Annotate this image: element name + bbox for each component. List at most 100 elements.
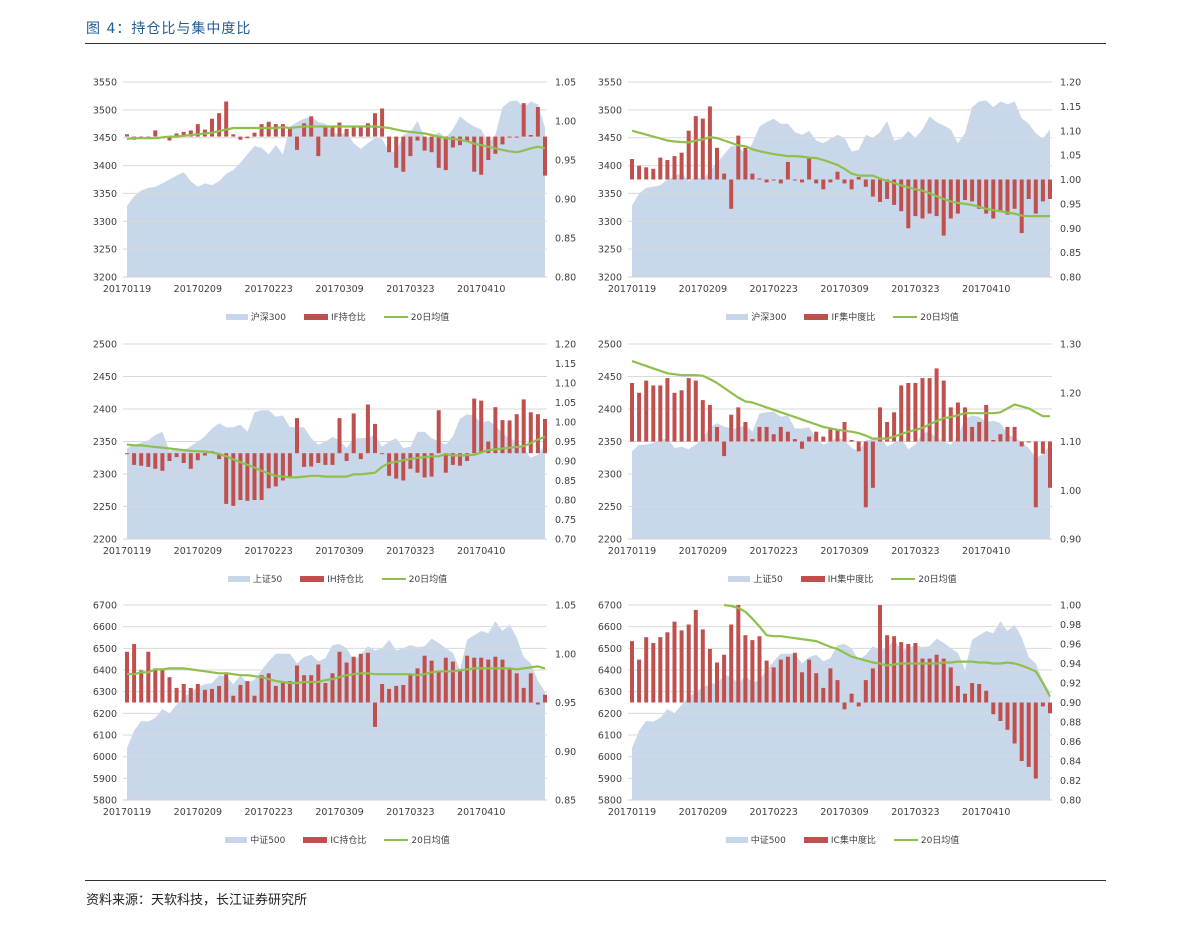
ratio-bar <box>287 128 292 137</box>
ratio-bar <box>217 113 222 137</box>
ratio-bar <box>394 685 399 703</box>
right-y-tick: 1.10 <box>1060 437 1081 448</box>
ratio-bar <box>842 179 847 184</box>
ratio-bar <box>1012 179 1017 209</box>
ratio-bar <box>970 683 975 703</box>
x-tick: 20170309 <box>820 807 868 818</box>
right-y-tick: 0.90 <box>1060 535 1081 546</box>
ratio-bar <box>658 385 663 442</box>
legend-label: 中证500 <box>750 836 786 846</box>
ratio-bar <box>863 680 868 703</box>
index-area-series <box>127 621 545 800</box>
ratio-bar <box>856 702 861 707</box>
ratio-bar <box>472 136 477 172</box>
ma20-line <box>631 360 1050 440</box>
ratio-bar <box>287 453 292 477</box>
left-y-tick: 3550 <box>598 78 622 89</box>
x-tick: 20170209 <box>174 284 222 295</box>
right-y-tick: 1.10 <box>555 379 576 390</box>
left-y-tick: 6700 <box>598 601 622 612</box>
left-y-tick: 6300 <box>93 687 117 698</box>
ratio-bar <box>651 643 656 703</box>
left-y-tick: 5800 <box>93 796 117 807</box>
left-y-tick: 3300 <box>93 217 117 228</box>
ratio-bar <box>856 441 861 452</box>
ratio-bar <box>252 132 257 137</box>
ratio-bar <box>1026 702 1031 767</box>
legend-label: 20日均值 <box>920 836 960 846</box>
left-y-tick: 6000 <box>598 752 622 763</box>
ratio-bar <box>906 179 911 229</box>
right-y-tick: 1.05 <box>555 601 576 612</box>
ratio-bar <box>743 147 748 180</box>
ratio-bar <box>1033 179 1038 214</box>
left-y-tick: 2500 <box>598 340 622 351</box>
x-tick: 20170223 <box>245 807 293 818</box>
ratio-bar <box>828 429 833 442</box>
ratio-bar <box>991 702 996 715</box>
left-y-tick: 2450 <box>93 372 117 383</box>
left-y-tick: 2300 <box>598 470 622 481</box>
ratio-bar <box>764 426 769 442</box>
ratio-bar <box>785 656 790 703</box>
ratio-bar <box>821 436 826 442</box>
x-tick: 20170410 <box>962 546 1010 557</box>
ratio-bar <box>807 659 812 703</box>
legend-item-ma20: 20日均值 <box>384 833 450 846</box>
ratio-bar <box>750 173 755 180</box>
ratio-bar <box>750 640 755 703</box>
ratio-bar <box>700 629 705 703</box>
ratio-bar <box>658 157 663 180</box>
legend-label: IF持仓比 <box>330 313 366 323</box>
ratio-bar <box>259 124 264 137</box>
ratio-bar <box>486 659 491 703</box>
ratio-bar <box>365 404 370 454</box>
legend-item-ma20: 20日均值 <box>381 572 447 585</box>
ratio-bar <box>479 400 484 454</box>
right-y-tick: 0.88 <box>1060 718 1081 729</box>
x-tick: 20170410 <box>457 546 505 557</box>
legend-swatch <box>891 577 916 580</box>
ratio-bar <box>800 672 804 703</box>
ratio-bar <box>387 688 392 703</box>
right-y-tick: 0.95 <box>1060 199 1081 210</box>
right-y-tick: 0.92 <box>1060 679 1081 690</box>
left-y-tick: 2400 <box>598 405 622 416</box>
legend-swatch <box>726 313 749 320</box>
ratio-bar <box>963 407 967 442</box>
ratio-bar <box>963 179 967 200</box>
ratio-bar <box>899 179 904 212</box>
ratio-bar <box>644 380 649 442</box>
ratio-bar <box>764 179 769 183</box>
legend-swatch <box>384 838 409 841</box>
ratio-bar <box>443 453 448 473</box>
left-y-tick: 2450 <box>598 372 622 383</box>
x-tick: 20170309 <box>820 284 868 295</box>
x-tick: 20170323 <box>386 546 434 557</box>
ratio-bar <box>807 157 812 180</box>
ratio-bar <box>160 670 165 703</box>
x-tick: 20170323 <box>891 546 939 557</box>
right-y-tick: 0.70 <box>555 535 576 546</box>
ratio-bar <box>722 654 727 703</box>
ratio-bar <box>231 695 236 703</box>
ma20-line <box>126 435 546 479</box>
left-y-tick: 6100 <box>93 731 117 742</box>
ratio-bar <box>273 453 278 487</box>
ratio-bar <box>792 439 797 442</box>
figure-title: 图 4：持仓比与集中度比 <box>86 21 252 37</box>
legend-label: IF集中度比 <box>831 313 876 323</box>
ratio-bar <box>757 636 762 703</box>
legend-item-index: 上证50 <box>227 572 282 585</box>
x-tick: 20170119 <box>103 284 151 295</box>
ratio-bar <box>1012 702 1017 744</box>
ratio-bar <box>146 453 151 467</box>
ratio-bar <box>722 441 727 457</box>
ratio-bar <box>849 179 854 190</box>
ratio-bar <box>707 106 712 180</box>
ratio-bar <box>521 399 526 454</box>
ratio-bar <box>870 179 875 197</box>
legend-label: 20日均值 <box>918 575 957 585</box>
legend-label: 20日均值 <box>410 313 450 323</box>
ratio-bar <box>630 159 634 180</box>
